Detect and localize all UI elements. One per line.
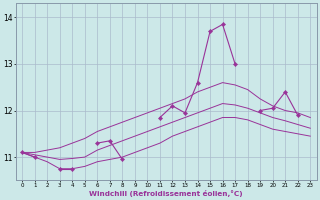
X-axis label: Windchill (Refroidissement éolien,°C): Windchill (Refroidissement éolien,°C) <box>89 190 243 197</box>
